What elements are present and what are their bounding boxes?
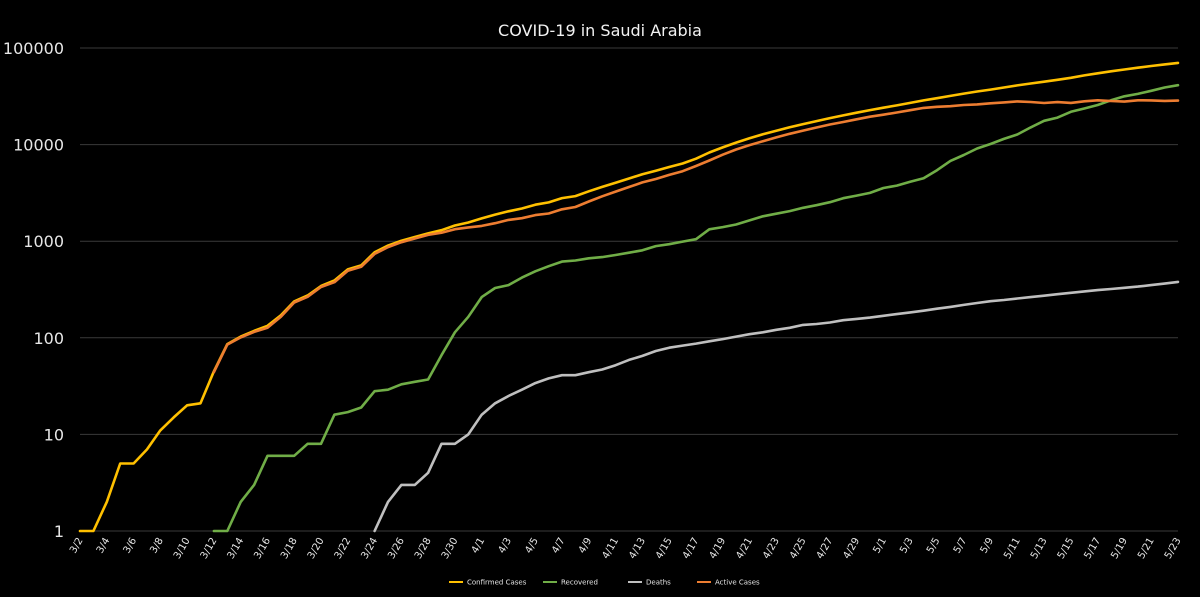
y-tick-label: 100000 <box>3 39 64 58</box>
series-line-deaths <box>373 280 1180 533</box>
y-tick-label: 1 <box>54 522 64 541</box>
y-tick-label: 10 <box>44 425 64 444</box>
legend-label: Active Cases <box>715 579 760 587</box>
series-line-confirmed-cases <box>78 61 1180 533</box>
legend-label: Confirmed Cases <box>467 579 527 587</box>
y-tick-label: 1000 <box>23 232 64 251</box>
legend-label: Recovered <box>561 579 598 587</box>
gridlines <box>80 47 1178 532</box>
legend: Confirmed Cases Recovered Deaths Active Cas… <box>449 579 760 587</box>
y-axis-ticks: 1 10 100 1000 10000 100000 <box>3 39 64 541</box>
chart-title: COVID-19 in Saudi Arabia <box>498 21 702 40</box>
series-line-recovered <box>212 83 1180 533</box>
legend-label: Deaths <box>646 579 671 587</box>
y-tick-label: 10000 <box>13 136 64 155</box>
series-lines <box>78 61 1180 533</box>
series-line-active-cases <box>212 99 1180 374</box>
y-tick-label: 100 <box>33 329 64 348</box>
